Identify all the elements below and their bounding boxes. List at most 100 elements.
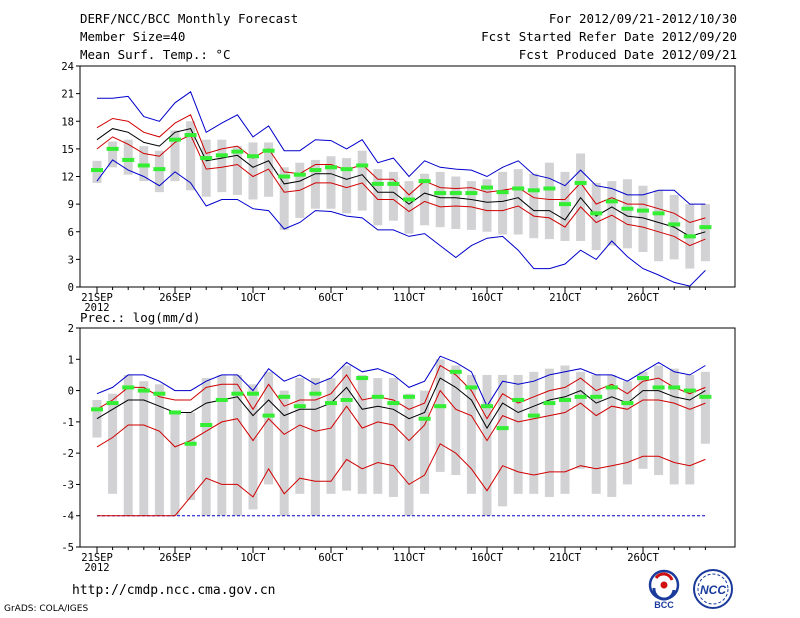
precipitation-ensemble-box (435, 359, 445, 472)
precipitation-observation-marker (387, 401, 400, 406)
precipitation-observation-marker (106, 401, 119, 406)
precipitation-ensemble-box (108, 393, 118, 494)
temperature-observation-marker (481, 185, 493, 190)
precipitation-x-tick-label: 1OCT (240, 552, 266, 564)
precipitation-ensemble-box (700, 371, 710, 444)
precipitation-y-tick-label: 2 (68, 323, 74, 335)
precipitation-x-tick-label: 6OCT (318, 552, 344, 564)
precipitation-ensemble-box (654, 365, 664, 476)
precipitation-ensemble-box (607, 374, 617, 497)
precipitation-observation-marker (434, 404, 447, 409)
temperature-observation-marker (231, 149, 244, 154)
temperature-observation-marker (543, 186, 556, 191)
temperature-observation-marker (496, 190, 509, 195)
precipitation-observation-marker (481, 404, 493, 409)
precipitation-observation-marker (465, 385, 478, 390)
precip-variable-label: Prec.: log(mm/d) (80, 310, 201, 325)
precipitation-observation-marker (418, 416, 431, 421)
precipitation-y-tick-label: 0 (68, 386, 74, 398)
forecast-period-label: For 2012/09/21-2012/10/30 (548, 11, 737, 26)
temperature-x-tick-label: 21SEP (81, 292, 113, 304)
precipitation-observation-marker (122, 385, 135, 390)
precipitation-ensemble-box (170, 412, 180, 516)
temperature-y-tick-label: 9 (68, 199, 74, 211)
precipitation-x-tick-label: 16OCT (471, 552, 503, 564)
temperature-observation-marker (605, 199, 618, 204)
temperature-ensemble-box (310, 159, 320, 209)
temperature-ensemble-box (529, 173, 539, 239)
temperature-observation-marker (527, 188, 540, 193)
precipitation-ensemble-box (154, 384, 164, 516)
temperature-y-tick-label: 12 (61, 172, 74, 184)
precipitation-ensemble-box (513, 374, 523, 494)
precipitation-ensemble-box (576, 371, 586, 469)
forecast-start-label: Fcst Started Refer Date 2012/09/20 (481, 29, 737, 44)
temperature-series-max (97, 91, 706, 205)
forecast-produced-label: Fcst Produced Date 2012/09/21 (518, 47, 737, 62)
temperature-y-tick-label: 0 (68, 282, 74, 294)
precipitation-observation-marker (668, 385, 681, 390)
temperature-observation-marker (574, 180, 587, 185)
temperature-observation-marker (387, 181, 400, 186)
precipitation-observation-marker (371, 394, 384, 399)
temperature-ensemble-box (357, 150, 367, 211)
precipitation-observation-marker (527, 413, 540, 418)
temperature-observation-marker (371, 181, 384, 186)
temperature-ensemble-box (513, 169, 523, 235)
temperature-ensemble-box (108, 141, 118, 168)
precipitation-ensemble-box (92, 399, 102, 438)
temperature-x-tick-label: 16OCT (471, 292, 503, 304)
temperature-ensemble-box (279, 167, 289, 230)
temperature-observation-marker (184, 133, 197, 138)
bcc-logo-swirl-blue (652, 587, 676, 601)
temperature-ensemble-box (482, 179, 492, 232)
ncc-logo-text: NCC (700, 583, 726, 597)
temperature-observation-marker (559, 202, 571, 207)
precipitation-observation-marker (356, 376, 369, 381)
temperature-ensemble-box (700, 204, 710, 262)
precipitation-series-mean (96, 377, 706, 430)
temperature-ensemble-box (342, 158, 352, 214)
precipitation-observation-marker (278, 394, 291, 399)
precipitation-y-tick-label: -5 (61, 542, 74, 554)
precipitation-x-tick-label: 26SEP (159, 552, 191, 564)
chart-title: DERF/NCC/BCC Monthly Forecast (80, 11, 299, 26)
ncc-logo-ring (693, 569, 733, 609)
bcc-logo-swirl-red (654, 572, 674, 581)
precipitation-series-minus-sd (96, 389, 706, 448)
temperature-y-tick-label: 3 (68, 254, 74, 266)
temperature-y-tick-label: 6 (68, 227, 74, 239)
temperature-series-minus-sd (96, 134, 706, 247)
temperature-observation-marker (309, 168, 322, 173)
temperature-ensemble-box (170, 130, 180, 182)
member-size-label: Member Size=40 (80, 29, 186, 44)
temperature-observation-marker (262, 148, 275, 153)
temperature-y-tick-label: 21 (61, 89, 74, 101)
precipitation-y-tick-label: -1 (61, 417, 74, 429)
precipitation-observation-marker (574, 394, 587, 399)
precipitation-y-tick-label: -2 (61, 448, 74, 460)
precipitation-y-tick-label: -3 (61, 479, 74, 491)
temperature-observation-marker (106, 146, 119, 151)
temperature-ensemble-box (622, 179, 632, 249)
precipitation-ensemble-box (388, 378, 398, 497)
temperature-x-year-label: 2012 (84, 302, 109, 314)
precipitation-x-year-label: 2012 (84, 562, 109, 574)
temperature-y-tick-label: 24 (61, 61, 74, 73)
temperature-observation-marker (465, 191, 478, 196)
temperature-series-min (96, 159, 706, 287)
temperature-observation-marker (403, 197, 415, 202)
precipitation-observation-marker (200, 422, 213, 427)
precipitation-observation-marker (215, 397, 228, 402)
precipitation-ensemble-box (310, 378, 320, 516)
temperature-observation-marker (278, 174, 291, 179)
precipitation-observation-marker (590, 394, 603, 399)
temperature-observation-marker (449, 191, 462, 196)
temperature-x-tick-label: 26SEP (159, 292, 191, 304)
precipitation-y-tick-label: 1 (68, 354, 74, 366)
precipitation-observation-marker (605, 385, 618, 390)
temperature-observation-marker (340, 167, 353, 172)
precipitation-observation-marker (652, 385, 665, 390)
precipitation-observation-marker (403, 394, 415, 399)
